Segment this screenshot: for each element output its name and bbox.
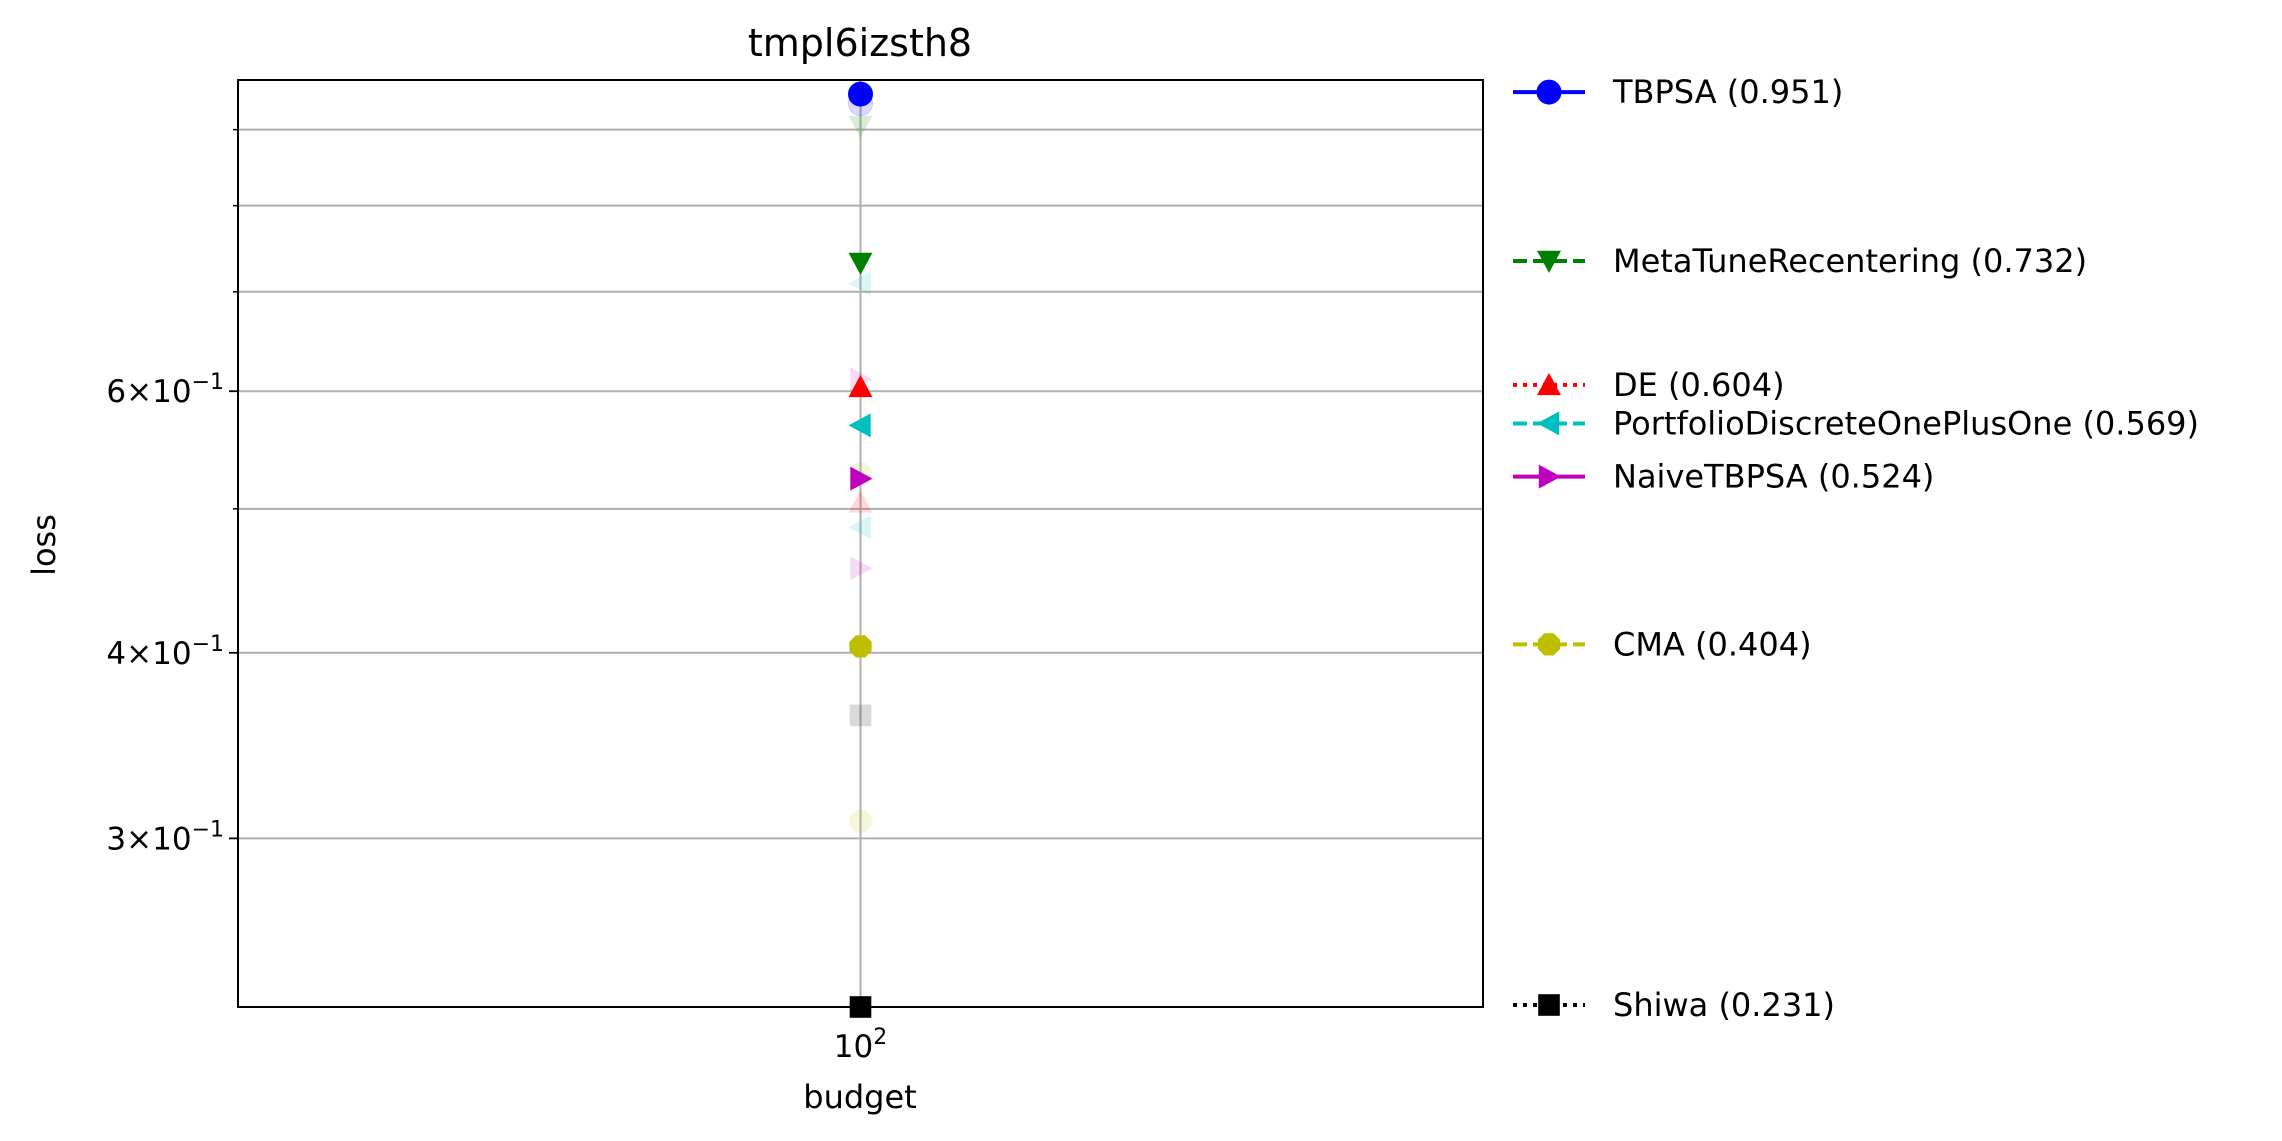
series-point — [850, 466, 873, 491]
faded-point — [848, 271, 871, 296]
faded-point — [848, 115, 873, 139]
series-point — [849, 635, 872, 658]
legend-marker — [1537, 633, 1561, 656]
legend-label: MetaTuneRecentering (0.732) — [1613, 242, 2087, 280]
series-point — [848, 81, 873, 107]
series-point — [848, 374, 873, 398]
series-point — [848, 413, 871, 438]
legend-marker — [1537, 372, 1561, 396]
legend-marker — [1537, 250, 1561, 273]
y-tick-label: 3×10−1 — [106, 817, 224, 857]
legend-marker — [1536, 79, 1562, 105]
legend-label: TBPSA (0.951) — [1612, 73, 1843, 111]
y-tick-label: 6×10−1 — [106, 370, 224, 410]
x-axis-label: budget — [803, 1078, 916, 1116]
faded-point — [848, 490, 873, 513]
legend-label: NaiveTBPSA (0.524) — [1613, 458, 1934, 496]
tick-layer: 3×10−1 4×10−1 6×10−1 102 — [106, 128, 887, 1065]
faded-point — [850, 556, 873, 581]
faded-point — [848, 515, 871, 540]
x-tick-label: 102 — [834, 1025, 887, 1065]
faded-point — [849, 704, 872, 727]
legend-marker — [1538, 464, 1561, 489]
y-axis-label: loss — [25, 514, 63, 576]
plot-frame — [237, 79, 1484, 1008]
series-point — [848, 252, 873, 275]
point-layer — [848, 81, 873, 1018]
y-tick-label: 4×10−1 — [106, 632, 224, 672]
chart-title: tmpl6izsth8 — [748, 21, 972, 65]
legend-label: PortfolioDiscreteOnePlusOne (0.569) — [1613, 404, 2199, 442]
faded-point — [849, 810, 872, 833]
legend: TBPSA (0.951) MetaTuneRecentering (0.732)… — [1513, 73, 2199, 1024]
legend-label: DE (0.604) — [1613, 366, 1785, 404]
legend-marker — [1537, 411, 1560, 436]
legend-label: CMA (0.404) — [1613, 625, 1812, 663]
legend-label: Shiwa (0.231) — [1613, 986, 1835, 1024]
legend-marker — [1538, 994, 1560, 1016]
